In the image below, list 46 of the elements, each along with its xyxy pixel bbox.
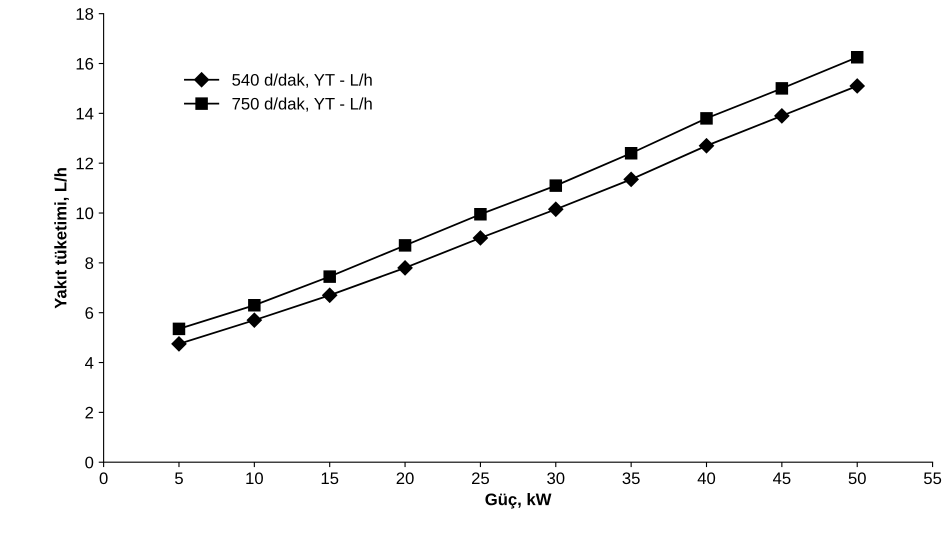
point: [850, 51, 864, 64]
x-tick-label: 40: [698, 472, 716, 484]
point: [398, 239, 412, 252]
x-tick-label: 50: [848, 472, 866, 484]
point: [698, 138, 714, 154]
point: [774, 108, 790, 124]
point: [550, 179, 562, 192]
y-tick-label: 18: [76, 8, 94, 20]
point: [624, 146, 638, 160]
point: [474, 208, 487, 221]
x-tick-label: 25: [472, 472, 489, 484]
point: [700, 112, 713, 125]
x-tick-label: 15: [322, 472, 338, 484]
point: [248, 298, 261, 312]
point: [624, 172, 639, 187]
y-tick-label: 14: [76, 108, 94, 120]
point: [776, 82, 788, 95]
x-tick-label: 30: [547, 472, 564, 484]
x-tick-label: 10: [246, 472, 263, 484]
y-tick-label: 6: [85, 307, 94, 319]
x-tick-label: 20: [396, 472, 414, 484]
point: [171, 336, 187, 352]
point: [472, 230, 488, 246]
y-tick-label: 4: [85, 357, 94, 369]
x-tick-label: 35: [622, 472, 640, 484]
y-tick-label: 10: [76, 207, 94, 220]
y-tick-label: 12: [76, 158, 94, 170]
point: [850, 78, 865, 94]
x-axis-title: Güç, kW: [485, 493, 552, 509]
x-tick-label: 0: [100, 472, 108, 484]
x-tick-label: 45: [772, 472, 790, 484]
point: [323, 270, 336, 283]
y-tick-label: 0: [85, 456, 94, 468]
x-tick-label: 55: [924, 472, 942, 484]
x-tick-label: 5: [175, 472, 183, 484]
legend-label: 750 d/dak, YT - L/h: [232, 97, 372, 112]
y-axis-title: Yakıt tüketimi, L/h: [54, 168, 69, 309]
point: [172, 322, 186, 336]
point: [548, 202, 564, 217]
legend-label: 540 d/dak, YT - L/h: [232, 74, 372, 88]
point: [397, 260, 413, 276]
y-tick-label: 16: [76, 58, 94, 70]
point: [246, 312, 262, 328]
y-tick-label: 2: [85, 406, 94, 418]
point: [322, 288, 338, 303]
y-tick-label: 8: [85, 257, 94, 270]
